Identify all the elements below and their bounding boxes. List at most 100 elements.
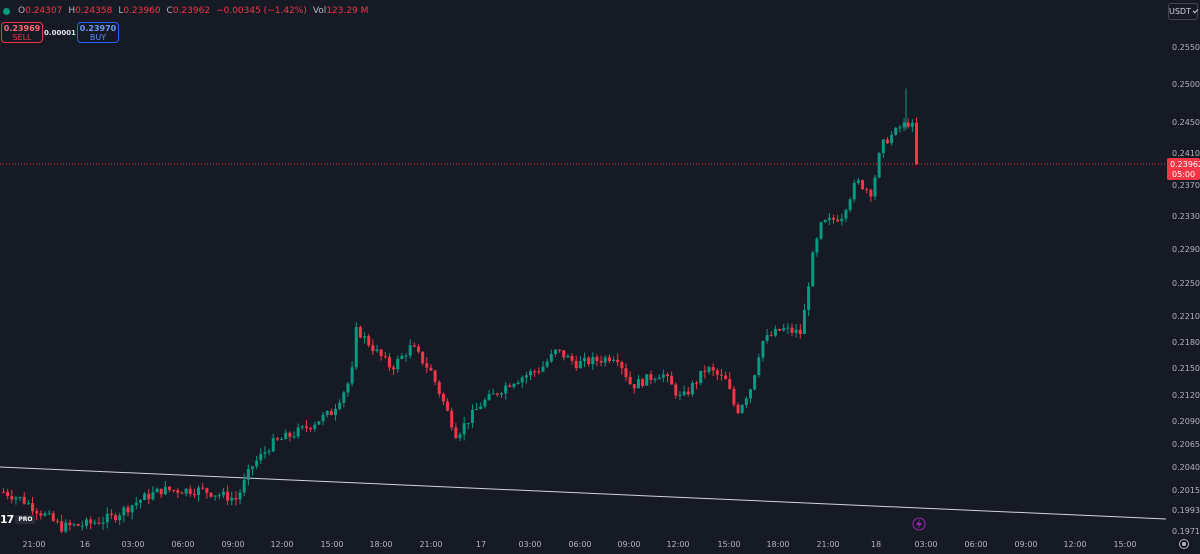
candle-body[interactable] [329, 411, 333, 416]
candle-body[interactable] [757, 357, 761, 376]
candle-body[interactable] [35, 511, 39, 514]
candle-body[interactable] [898, 127, 902, 129]
candle-body[interactable] [101, 522, 105, 524]
candle-body[interactable] [574, 360, 578, 369]
candle-body[interactable] [495, 393, 499, 395]
candle-body[interactable] [267, 451, 271, 453]
candle-body[interactable] [578, 361, 582, 369]
candle-body[interactable] [371, 345, 375, 352]
candle-body[interactable] [823, 220, 827, 223]
candle-body[interactable] [14, 497, 18, 500]
candle-body[interactable] [114, 515, 118, 521]
candle-body[interactable] [417, 346, 420, 352]
candle-body[interactable] [769, 335, 773, 337]
candle-body[interactable] [861, 180, 865, 190]
candle-body[interactable] [711, 367, 715, 371]
candle-body[interactable] [595, 356, 599, 361]
candle-body[interactable] [375, 349, 379, 352]
candle-body[interactable] [724, 375, 728, 380]
candle-body[interactable] [703, 370, 707, 372]
candle-body[interactable] [558, 349, 562, 351]
candle-body[interactable] [143, 493, 147, 501]
candle-body[interactable] [856, 180, 860, 183]
candle-body[interactable] [255, 460, 259, 467]
candle-body[interactable] [280, 439, 284, 441]
candle-body[interactable] [226, 491, 230, 501]
candle-body[interactable] [765, 335, 769, 341]
candle-body[interactable] [22, 496, 26, 504]
candle-body[interactable] [429, 367, 433, 371]
candle-body[interactable] [612, 359, 616, 361]
candle-body[interactable] [475, 408, 479, 410]
candle-body[interactable] [719, 374, 723, 376]
candle-body[interactable] [138, 500, 142, 503]
candle-body[interactable] [251, 466, 254, 469]
candle-body[interactable] [192, 493, 196, 495]
candle-body[interactable] [736, 404, 740, 413]
candle-body[interactable] [462, 423, 466, 435]
candle-body[interactable] [109, 513, 113, 516]
candle-body[interactable] [479, 406, 483, 409]
candle-body[interactable] [68, 522, 72, 526]
candle-body[interactable] [180, 492, 184, 494]
candle-body[interactable] [682, 391, 686, 395]
candle-body[interactable] [130, 505, 134, 513]
candle-body[interactable] [744, 398, 748, 405]
candle-body[interactable] [184, 488, 188, 494]
candle-body[interactable] [213, 495, 217, 497]
candle-body[interactable] [89, 519, 93, 524]
candle-body[interactable] [836, 219, 840, 222]
candle-body[interactable] [43, 513, 47, 516]
candle-body[interactable] [97, 522, 101, 524]
candle-body[interactable] [396, 358, 400, 370]
candle-body[interactable] [840, 218, 844, 222]
candle-body[interactable] [902, 122, 906, 128]
candle-body[interactable] [433, 370, 437, 382]
candle-body[interactable] [591, 356, 595, 365]
candle-body[interactable] [168, 486, 171, 491]
sell-button[interactable]: 0.23969 SELL [1, 22, 43, 43]
candle-body[interactable] [450, 410, 454, 428]
candle-body[interactable] [587, 357, 591, 365]
candle-body[interactable] [155, 488, 159, 493]
candle-body[interactable] [786, 327, 790, 329]
candle-body[interactable] [188, 488, 192, 494]
candle-body[interactable] [122, 507, 126, 516]
candle-body[interactable] [446, 401, 450, 411]
candle-body[interactable] [230, 497, 234, 501]
candle-body[interactable] [284, 432, 288, 440]
candle-body[interactable] [674, 384, 678, 396]
candle-body[interactable] [678, 394, 682, 396]
candle-body[interactable] [367, 336, 371, 346]
candle-body[interactable] [881, 139, 885, 153]
candle-body[interactable] [263, 452, 267, 454]
candle-body[interactable] [508, 385, 512, 387]
candle-body[interactable] [541, 366, 545, 372]
candle-body[interactable] [848, 199, 852, 210]
candle-body[interactable] [172, 490, 176, 492]
candle-body[interactable] [653, 379, 657, 381]
candle-body[interactable] [400, 355, 404, 359]
candle-body[interactable] [699, 370, 703, 384]
candle-body[interactable] [238, 492, 242, 500]
candle-body[interactable] [624, 368, 628, 378]
candle-body[interactable] [545, 361, 549, 367]
candle-body[interactable] [342, 392, 346, 403]
candle-body[interactable] [666, 374, 669, 377]
candle-body[interactable] [441, 393, 445, 402]
candle-body[interactable] [363, 336, 367, 338]
candle-body[interactable] [500, 393, 503, 395]
candle-body[interactable] [383, 355, 387, 357]
candle-body[interactable] [346, 383, 350, 393]
candle-body[interactable] [246, 468, 250, 480]
candle-body[interactable] [454, 427, 458, 439]
candle-body[interactable] [425, 363, 429, 368]
candle-body[interactable] [163, 486, 167, 495]
candle-body[interactable] [234, 497, 238, 500]
candle-body[interactable] [753, 375, 757, 390]
candle-body[interactable] [632, 384, 636, 389]
lightning-icon[interactable] [912, 517, 926, 531]
candle-body[interactable] [466, 422, 470, 424]
candle-body[interactable] [64, 522, 68, 532]
